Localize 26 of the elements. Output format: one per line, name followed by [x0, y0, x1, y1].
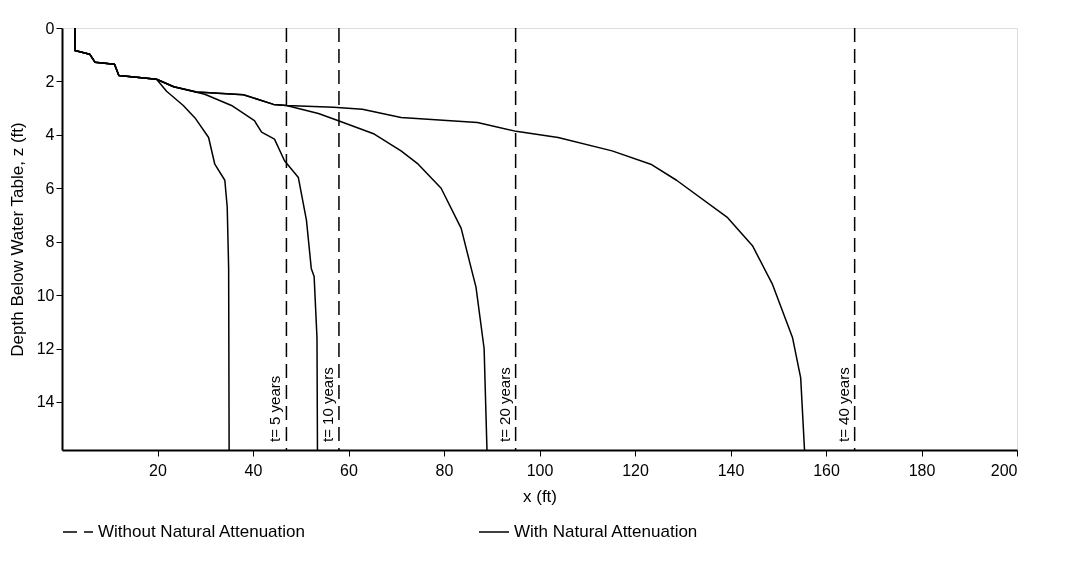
x-tick-label: 100: [526, 461, 554, 479]
x-tick-label: 60: [340, 461, 358, 479]
y-tick-label: 2: [45, 72, 55, 90]
x-axis-title: x (ft): [523, 486, 557, 506]
y-tick-label: 14: [36, 393, 55, 411]
annotation: t= 10 years: [318, 367, 336, 442]
x-tick-label: 200: [990, 461, 1018, 479]
x-tick-label: 80: [435, 461, 454, 479]
x-tick-label: 140: [717, 461, 745, 479]
y-tick-label: 0: [45, 19, 55, 37]
y-axis-title: Depth Below Water Table, z (ft): [7, 122, 27, 357]
x-tick-label: 160: [813, 461, 840, 479]
legend-label: Without Natural Attenuation: [98, 522, 305, 541]
annotation: t= 40 years: [834, 367, 852, 442]
x-tick-label: 40: [244, 461, 263, 479]
annotation: t= 20 years: [495, 367, 513, 442]
legend-label: With Natural Attenuation: [514, 522, 698, 541]
annotation: t= 5 years: [266, 375, 284, 442]
y-tick-label: 6: [45, 179, 55, 197]
y-tick-label: 4: [45, 126, 55, 144]
x-tick-label: 20: [149, 461, 167, 479]
x-tick-label: 120: [622, 461, 649, 479]
x-tick-label: 180: [908, 461, 936, 479]
y-tick-label: 10: [36, 286, 55, 304]
y-tick-label: 12: [36, 340, 55, 358]
y-tick-label: 8: [45, 233, 55, 251]
